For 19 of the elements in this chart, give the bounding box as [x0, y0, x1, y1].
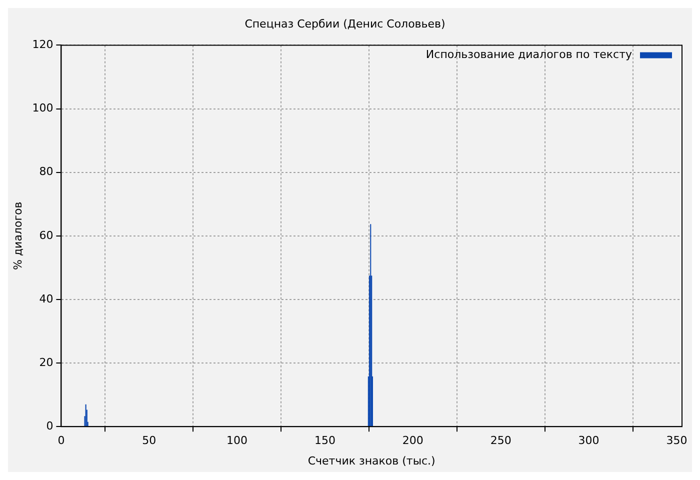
chart-title: Спецназ Сербии (Денис Соловьев) — [244, 17, 446, 30]
y-tick-label: 40 — [39, 292, 54, 306]
y-tick-label: 120 — [32, 38, 54, 52]
x-tick-label: 200 — [402, 434, 424, 448]
x-tick-label: 350 — [666, 434, 688, 448]
x-tick-label: 100 — [226, 434, 248, 448]
x-tick-label: 0 — [58, 434, 65, 448]
y-tick-label: 100 — [32, 102, 54, 115]
y-tick-label: 80 — [39, 165, 54, 178]
x-axis-title: Счетчик знаков (тыс.) — [308, 454, 436, 468]
x-tick-label: 300 — [578, 434, 600, 448]
y-tick-label: 20 — [39, 356, 54, 369]
legend-label: Использование диалогов по тексту — [426, 48, 632, 62]
y-tick-label: 0 — [46, 419, 54, 432]
x-tick-label: 50 — [142, 434, 156, 448]
x-tick-label: 150 — [314, 434, 336, 448]
x-tick-label: 250 — [490, 434, 512, 448]
y-tick-label: 60 — [39, 228, 54, 242]
y-axis-title: % диалогов — [11, 202, 24, 270]
